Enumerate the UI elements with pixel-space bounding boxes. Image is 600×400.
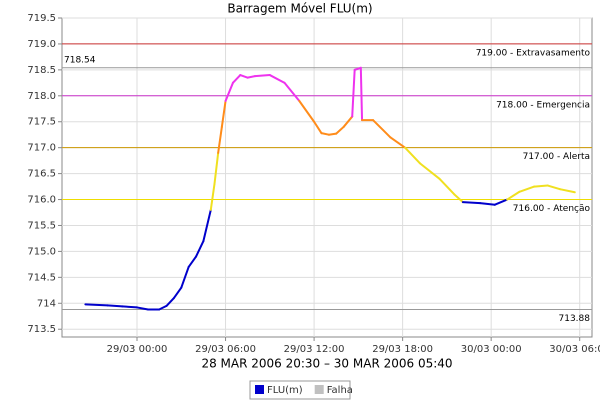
line-segment xyxy=(559,188,576,194)
line-segment xyxy=(172,286,183,300)
chart-title: Barragem Móvel FLU(m) xyxy=(227,2,372,16)
threshold-label: 717.00 - Alerta xyxy=(523,152,590,162)
line-segment xyxy=(246,75,257,79)
line-segment xyxy=(404,146,421,165)
legend-swatch xyxy=(255,385,264,394)
legend-swatch xyxy=(314,385,324,394)
line-segment xyxy=(283,81,301,102)
legend xyxy=(249,380,351,400)
y-tick-label: 716.5 xyxy=(27,169,56,180)
x-tick-label: 30/03 06:00 xyxy=(549,344,600,355)
line-segment xyxy=(84,303,109,307)
threshold-label: 713.88 xyxy=(559,314,591,324)
y-tick-label: 716.0 xyxy=(27,195,56,206)
line-segment xyxy=(461,201,482,205)
legend-label: Falha xyxy=(327,385,353,396)
y-tick-label: 714 xyxy=(37,298,56,309)
line-segment xyxy=(158,304,168,311)
line-segment xyxy=(195,240,205,258)
plot-area xyxy=(61,17,593,338)
line-segment xyxy=(327,132,338,136)
threshold-label: 716.00 - Atenção xyxy=(513,204,591,214)
x-tick-label: 29/03 18:00 xyxy=(372,344,433,355)
line-segment xyxy=(231,74,242,84)
line-segment xyxy=(518,185,536,193)
y-tick-label: 714.5 xyxy=(27,272,56,283)
threshold-label: 719.00 - Extravasamento xyxy=(476,48,591,58)
line-segment xyxy=(493,198,509,206)
line-segment xyxy=(533,184,549,188)
line-segment xyxy=(359,66,364,122)
line-segment xyxy=(187,255,198,268)
line-segment xyxy=(438,177,456,196)
y-tick-label: 713.5 xyxy=(27,324,56,335)
line-segment xyxy=(506,190,521,201)
x-tick-label: 29/03 06:00 xyxy=(195,344,256,355)
line-segment xyxy=(389,136,407,149)
y-tick-label: 717.5 xyxy=(27,117,56,128)
line-segment xyxy=(453,193,464,204)
line-segment xyxy=(220,99,227,128)
y-tick-label: 715.0 xyxy=(27,246,56,257)
line-segment xyxy=(320,132,330,136)
line-segment xyxy=(418,162,441,180)
line-segment xyxy=(479,202,496,206)
line-segment xyxy=(224,81,234,102)
threshold-label: 718.54 xyxy=(64,55,96,65)
line-segment xyxy=(254,74,271,78)
threshold-label: 718.00 - Emergencia xyxy=(496,100,590,110)
legend-label: FLU(m) xyxy=(267,385,303,396)
line-segment xyxy=(353,66,362,71)
line-segment xyxy=(239,74,249,79)
line-segment xyxy=(546,184,562,191)
line-segment xyxy=(180,265,190,289)
y-tick-label: 718.5 xyxy=(27,65,56,76)
line-segment xyxy=(209,182,216,211)
line-segment xyxy=(313,120,323,135)
line-segment xyxy=(217,125,223,154)
line-segment xyxy=(351,68,356,118)
line-segment xyxy=(136,306,150,311)
y-tick-label: 715.5 xyxy=(27,220,56,231)
line-segment xyxy=(335,125,345,135)
line-segment xyxy=(372,119,392,139)
x-tick-label: 30/03 00:00 xyxy=(461,344,522,355)
line-segment xyxy=(165,297,175,307)
x-tick-label: 29/03 00:00 xyxy=(107,344,168,355)
x-tick-label: 29/03 12:00 xyxy=(284,344,345,355)
y-tick-label: 719.5 xyxy=(27,13,56,24)
y-tick-label: 719.0 xyxy=(27,39,56,50)
line-segment xyxy=(202,208,212,243)
line-segment xyxy=(213,151,220,185)
line-segment xyxy=(121,305,139,309)
line-segment xyxy=(106,304,124,308)
y-tick-label: 717.0 xyxy=(27,143,56,154)
line-segment xyxy=(268,74,286,84)
x-axis-label: 28 MAR 2006 20:30 – 30 MAR 2006 05:40 xyxy=(201,357,452,371)
line-segment xyxy=(342,115,354,128)
y-tick-label: 718.0 xyxy=(27,91,56,102)
line-segment xyxy=(298,99,316,123)
